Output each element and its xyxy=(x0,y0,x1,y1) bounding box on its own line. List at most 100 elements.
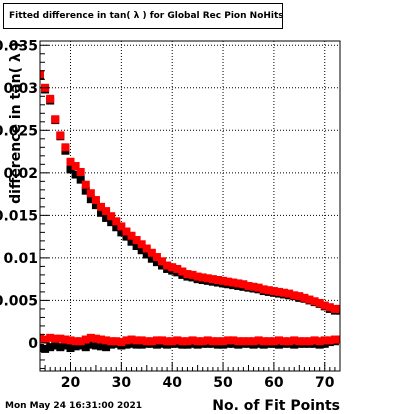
plot-background xyxy=(40,41,340,371)
data-point xyxy=(107,212,116,221)
data-point xyxy=(168,263,177,272)
data-point xyxy=(51,341,60,350)
data-point xyxy=(66,165,75,174)
data-point xyxy=(66,336,75,345)
x-tick-label: 30 xyxy=(112,375,132,391)
data-point xyxy=(193,337,202,346)
data-point xyxy=(158,261,167,270)
data-point xyxy=(66,157,75,166)
data-point xyxy=(280,288,289,297)
y-tick-label: 0.03 xyxy=(3,81,38,97)
data-point xyxy=(102,207,111,216)
data-point xyxy=(269,287,278,296)
data-point xyxy=(81,180,90,189)
data-point xyxy=(152,258,161,267)
y-tick-label: 0.005 xyxy=(0,293,38,309)
data-point xyxy=(254,336,263,345)
data-point xyxy=(178,337,187,346)
data-point xyxy=(117,228,126,237)
data-point xyxy=(51,115,60,124)
data-point xyxy=(213,337,222,346)
data-point xyxy=(229,336,238,345)
data-point xyxy=(81,343,90,352)
data-point xyxy=(219,337,228,346)
data-point xyxy=(97,208,106,217)
data-point xyxy=(310,297,319,306)
data-point xyxy=(310,336,319,345)
data-point xyxy=(142,250,151,259)
data-point xyxy=(305,295,314,304)
data-point xyxy=(71,342,80,351)
data-point xyxy=(102,343,111,352)
data-point xyxy=(76,175,85,184)
data-point xyxy=(132,236,141,245)
data-point xyxy=(198,273,207,282)
data-point xyxy=(127,335,136,344)
data-point xyxy=(102,336,111,345)
data-point xyxy=(97,202,106,211)
data-point xyxy=(91,201,100,210)
data-point xyxy=(76,341,85,350)
data-point xyxy=(234,337,243,346)
data-point xyxy=(76,337,85,346)
data-point xyxy=(81,335,90,344)
data-point xyxy=(269,337,278,346)
data-point xyxy=(56,343,65,352)
data-point xyxy=(259,285,268,294)
data-point xyxy=(137,246,146,255)
data-point xyxy=(122,340,131,349)
data-point xyxy=(61,335,70,344)
data-point xyxy=(122,336,131,345)
data-point xyxy=(61,341,70,350)
data-point xyxy=(152,336,161,345)
data-point xyxy=(280,337,289,346)
data-point xyxy=(71,337,80,346)
y-tick-label: 0.025 xyxy=(0,123,38,139)
timestamp: Mon May 24 16:31:00 2021 xyxy=(5,401,143,411)
data-point xyxy=(66,344,75,353)
data-point xyxy=(244,281,253,290)
y-tick-label: 0.02 xyxy=(3,166,38,182)
data-point xyxy=(203,336,212,345)
data-point xyxy=(274,287,283,296)
data-point xyxy=(264,286,273,295)
data-point xyxy=(122,232,131,241)
data-point xyxy=(142,337,151,346)
data-point xyxy=(56,131,65,140)
data-point xyxy=(305,337,314,346)
y-tick-label: 0 xyxy=(28,336,38,352)
data-point xyxy=(46,333,55,342)
data-point xyxy=(91,334,100,343)
data-point xyxy=(315,337,324,346)
data-point xyxy=(234,279,243,288)
data-point xyxy=(188,336,197,345)
data-point xyxy=(76,167,85,176)
data-point xyxy=(137,336,146,345)
grid-lines xyxy=(40,41,340,371)
data-point xyxy=(107,337,116,346)
data-point xyxy=(285,337,294,346)
data-point xyxy=(117,338,126,347)
data-point xyxy=(239,280,248,289)
data-point xyxy=(330,335,339,344)
data-point xyxy=(178,267,187,276)
data-point xyxy=(183,337,192,346)
data-point xyxy=(91,341,100,350)
data-point xyxy=(163,261,172,270)
data-point xyxy=(97,335,106,344)
data-point xyxy=(147,337,156,346)
data-point xyxy=(147,248,156,257)
data-point xyxy=(274,336,283,345)
data-point xyxy=(244,337,253,346)
data-point xyxy=(208,275,217,284)
data-point xyxy=(330,304,339,313)
data-point xyxy=(224,277,233,286)
data-point xyxy=(142,244,151,253)
data-point xyxy=(213,275,222,284)
data-point xyxy=(249,282,258,291)
data-point xyxy=(320,336,329,345)
data-point xyxy=(127,339,136,348)
data-point xyxy=(224,336,233,345)
data-point xyxy=(290,291,299,300)
